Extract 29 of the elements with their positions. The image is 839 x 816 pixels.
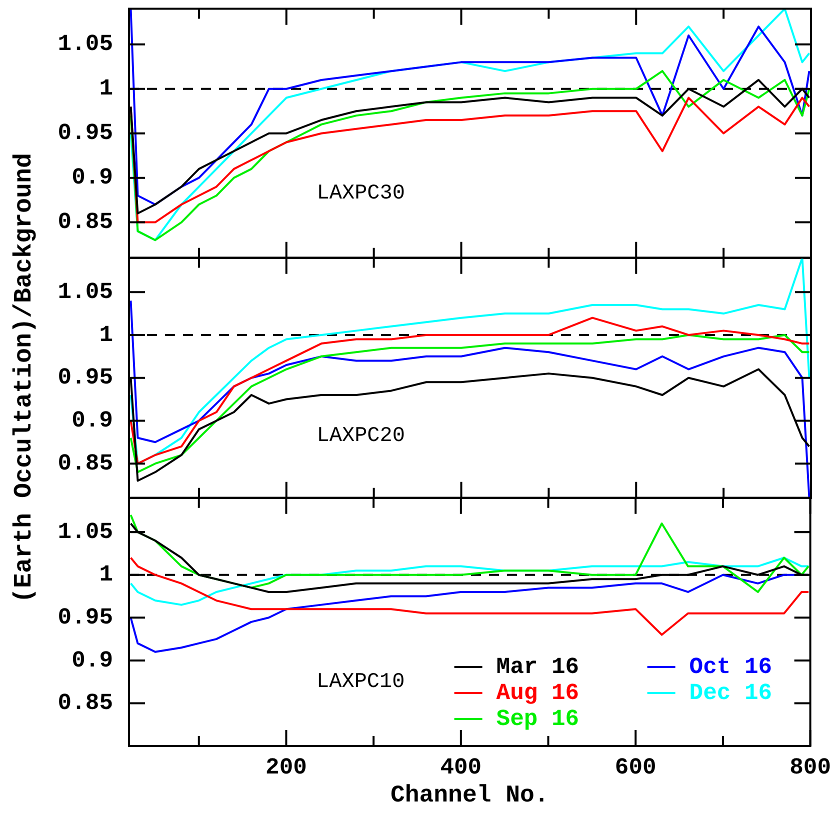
x-tick-label: 800 — [790, 754, 831, 781]
y-tick-label: 0.95 — [58, 364, 113, 391]
y-tick-label: 0.9 — [72, 647, 113, 674]
x-tick-label: 400 — [440, 754, 482, 781]
y-tick-label: 0.95 — [58, 604, 113, 631]
y-tick-label: 0.85 — [58, 690, 113, 716]
y-tick-label: 1.05 — [58, 31, 113, 58]
legend-label: Mar 16 — [496, 654, 580, 680]
y-axis-title: (Earth Occultation)/Background — [10, 152, 38, 604]
annotation: LAXPC30 — [316, 182, 405, 206]
y-tick-label: 1 — [99, 562, 113, 588]
y-tick-label: 0.9 — [72, 408, 113, 434]
legend-label: Oct 16 — [689, 654, 772, 680]
y-tick-label: 1 — [99, 76, 113, 102]
legend-label: Aug 16 — [496, 680, 580, 706]
annotation: LAXPC10 — [316, 671, 405, 694]
y-tick-label: 1 — [99, 322, 113, 348]
y-tick-label: 0.9 — [72, 164, 113, 191]
annotation: LAXPC20 — [316, 425, 405, 448]
x-tick-label: 600 — [614, 754, 656, 781]
y-tick-label: 0.95 — [58, 120, 113, 146]
x-tick-label: 200 — [266, 754, 307, 781]
y-tick-label: 1.05 — [58, 279, 113, 306]
y-tick-label: 0.85 — [58, 209, 113, 236]
y-tick-label: 1.05 — [58, 519, 113, 546]
y-tick-label: 0.85 — [58, 450, 113, 477]
legend-label: Sep 16 — [496, 706, 580, 732]
x-axis-title: Channel No. — [390, 782, 549, 810]
legend-label: Dec 16 — [689, 680, 772, 706]
